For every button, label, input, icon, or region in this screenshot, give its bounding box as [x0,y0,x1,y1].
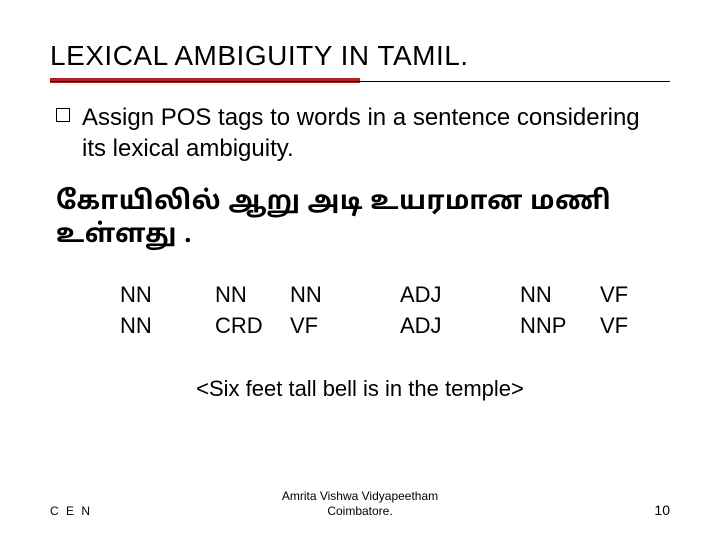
tamil-sentence: கோயிலில் ஆறு அடி உயரமான மணி உள்ளது . [50,186,670,252]
footer-center: Amrita Vishwa Vidyapeetham Coimbatore. [282,489,438,518]
pos-cell: VF [600,280,650,311]
slide: LEXICAL AMBIGUITY IN TAMIL. Assign POS t… [0,0,720,540]
footer-left: C E N [50,504,92,518]
pos-cell: NN [120,280,215,311]
footer-center-line1: Amrita Vishwa Vidyapeetham [282,489,438,503]
bullet-text: Assign POS tags to words in a sentence c… [82,102,670,164]
underline-line [50,81,670,82]
pos-cell: NN [290,280,400,311]
footer: C E N Amrita Vishwa Vidyapeetham Coimbat… [0,502,720,518]
translation-text: <Six feet tall bell is in the temple> [50,376,670,402]
pos-cell: NN [215,280,290,311]
square-bullet-icon [56,108,70,122]
pos-cell: ADJ [400,311,520,342]
pos-cell: CRD [215,311,290,342]
footer-center-line2: Coimbatore. [327,504,392,518]
pos-cell: ADJ [400,280,520,311]
pos-cell: NN [520,280,600,311]
bullet-item: Assign POS tags to words in a sentence c… [50,102,670,164]
pos-cell: VF [290,311,400,342]
table-row: NN NN NN ADJ NN VF [120,280,670,311]
pos-cell: NN [120,311,215,342]
pos-cell: NNP [520,311,600,342]
title-underline [50,78,670,84]
pos-tag-table: NN NN NN ADJ NN VF NN CRD VF ADJ NNP VF [50,280,670,342]
table-row: NN CRD VF ADJ NNP VF [120,311,670,342]
page-number: 10 [654,502,670,518]
slide-title: LEXICAL AMBIGUITY IN TAMIL. [50,40,670,72]
pos-cell: VF [600,311,650,342]
